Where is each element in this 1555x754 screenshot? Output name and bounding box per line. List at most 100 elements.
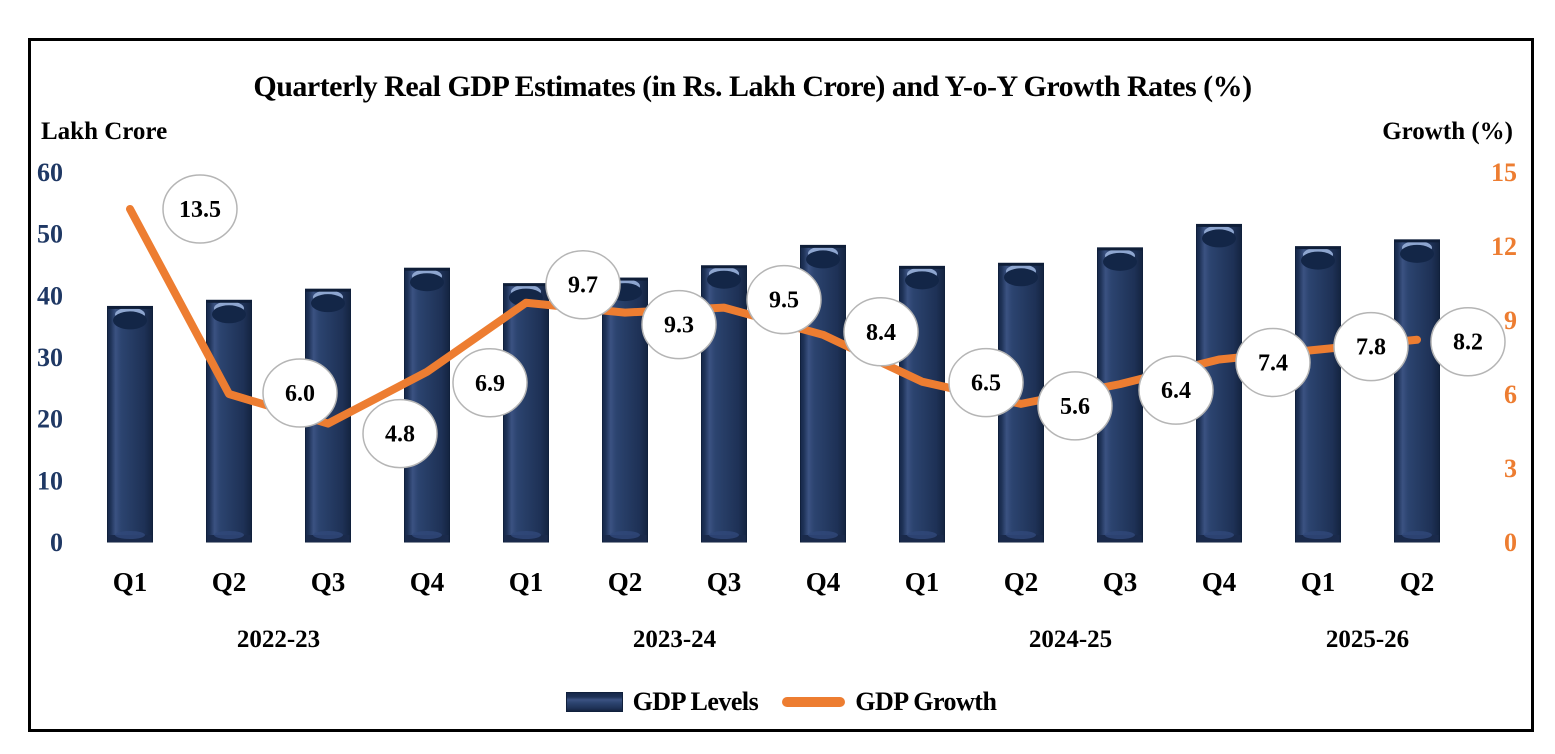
gdp-bar-bottom-highlight	[412, 531, 442, 539]
y-axis-tick-right: 9	[1504, 306, 1517, 335]
gdp-bar-top-notch	[113, 311, 147, 330]
growth-label-bubble	[843, 297, 919, 367]
y-axis-tick-right: 12	[1491, 232, 1517, 261]
growth-label-bubble	[162, 174, 238, 244]
gdp-bar	[1394, 239, 1440, 543]
gdp-bar-top-edge	[1097, 247, 1143, 251]
gdp-bar-bottom-highlight	[511, 531, 541, 539]
gdp-bar-top-edge	[998, 263, 1044, 266]
legend-bar-swatch-icon	[565, 692, 623, 712]
growth-label-bubble	[948, 347, 1024, 418]
growth-data-label: 9.5	[769, 288, 799, 314]
gdp-bar-top-edge	[503, 283, 549, 287]
gdp-bar-bottom-highlight	[1402, 531, 1432, 539]
y-axis-tick-right: 3	[1504, 454, 1517, 483]
growth-label-bubble	[1235, 327, 1311, 398]
growth-data-label: 7.8	[1356, 335, 1386, 361]
gdp-bar-bottom-highlight	[115, 531, 145, 539]
gdp-bar-top-notch	[1004, 268, 1038, 287]
gdp-bar-top-edge	[602, 278, 648, 281]
gdp-bar-top-edge	[1394, 239, 1440, 243]
x-axis-year-label: 2025-26	[1326, 626, 1409, 653]
growth-label-bubble	[362, 398, 438, 469]
x-axis-quarter-label: Q1	[113, 567, 148, 597]
growth-label-bubble	[452, 348, 528, 418]
gdp-bar	[107, 305, 153, 543]
growth-data-label: 9.7	[568, 273, 598, 299]
growth-label-bubble	[641, 289, 717, 360]
x-axis-year-label: 2022-23	[237, 626, 320, 653]
gdp-bar-bottom-highlight	[214, 531, 244, 539]
gdp-bar	[602, 277, 648, 543]
gdp-bar-top-edge	[1295, 246, 1341, 250]
x-axis-quarter-label: Q2	[1400, 567, 1435, 597]
y-axis-tick-right: 6	[1504, 380, 1517, 409]
growth-data-label: 8.4	[866, 320, 896, 346]
gdp-bar-bottom-highlight	[907, 531, 937, 539]
gdp-bar	[1295, 246, 1341, 543]
gdp-bar-top-edge	[206, 300, 252, 303]
growth-label-bubble	[262, 358, 338, 428]
gdp-bar-top-edge	[1196, 224, 1242, 227]
x-axis-quarter-label: Q2	[608, 567, 643, 597]
gdp-bar-top-notch	[707, 270, 741, 289]
x-axis-quarter-label: Q2	[1004, 567, 1039, 597]
x-axis-quarter-label: Q3	[1103, 567, 1138, 597]
gdp-bar-bottom-highlight	[709, 531, 739, 539]
growth-data-label: 13.5	[179, 197, 221, 223]
gdp-bar-top-edge	[404, 268, 450, 271]
gdp-bar-bottom-highlight	[1105, 531, 1135, 539]
gdp-bar-bottom-highlight	[1006, 531, 1036, 539]
gdp-bar-top-notch	[311, 294, 345, 313]
gdp-bar-top-notch	[1400, 244, 1434, 263]
growth-data-label: 6.5	[971, 371, 1001, 397]
y-axis-tick-left: 60	[37, 158, 63, 187]
gdp-bar-top-edge	[305, 289, 351, 292]
y-axis-tick-right: 15	[1491, 158, 1517, 187]
gdp-bar-top-edge	[701, 265, 747, 269]
gdp-bar-bottom-highlight	[808, 531, 838, 539]
gdp-bar-top-notch	[1301, 251, 1335, 270]
growth-data-label: 4.8	[385, 422, 415, 448]
growth-data-label: 7.4	[1258, 350, 1288, 376]
growth-data-label: 6.4	[1161, 378, 1191, 404]
growth-data-label: 9.3	[664, 313, 694, 339]
gdp-bar-bottom-highlight	[1303, 531, 1333, 539]
gdp-bar	[503, 283, 549, 543]
y-axis-tick-left: 50	[37, 220, 63, 249]
gdp-bar-top-notch	[806, 250, 840, 269]
gdp-bar-bottom-highlight	[610, 531, 640, 539]
growth-label-bubble	[1037, 371, 1113, 441]
x-axis-quarter-label: Q1	[509, 567, 544, 597]
y-axis-tick-left: 0	[50, 528, 63, 557]
legend-line-label: GDP Growth	[855, 687, 997, 716]
left-axis-title: Lakh Crore	[41, 118, 168, 145]
growth-label-bubble	[1430, 306, 1506, 377]
y-axis-tick-left: 10	[37, 466, 63, 495]
growth-label-bubble	[1333, 311, 1409, 382]
x-axis-year-label: 2024-25	[1029, 626, 1112, 653]
growth-data-label: 5.6	[1060, 394, 1090, 420]
y-axis-tick-left: 40	[37, 281, 63, 310]
gdp-bar-top-edge	[107, 306, 153, 309]
right-axis-title: Growth (%)	[1382, 118, 1513, 145]
x-axis-quarter-label: Q1	[1301, 567, 1336, 597]
growth-label-bubble	[746, 264, 822, 335]
y-axis-tick-left: 30	[37, 343, 63, 372]
x-axis-quarter-label: Q3	[311, 567, 346, 597]
x-axis-quarter-label: Q2	[212, 567, 247, 597]
x-axis-year-label: 2023-24	[633, 626, 717, 653]
chart-title: Quarterly Real GDP Estimates (in Rs. Lak…	[253, 70, 1252, 103]
legend-line-swatch-icon	[782, 697, 846, 707]
gdp-bar-top-notch	[410, 273, 444, 292]
growth-label-bubble	[545, 249, 621, 320]
gdp-bar-top-notch	[1202, 229, 1236, 248]
y-axis-tick-left: 20	[37, 405, 63, 434]
gdp-bar	[206, 299, 252, 543]
legend-bar-label: GDP Levels	[632, 687, 759, 716]
x-axis-quarter-label: Q4	[806, 567, 841, 597]
x-axis-quarter-label: Q1	[905, 567, 940, 597]
x-axis-quarter-label: Q4	[1202, 567, 1237, 597]
growth-label-bubble	[1138, 355, 1214, 425]
